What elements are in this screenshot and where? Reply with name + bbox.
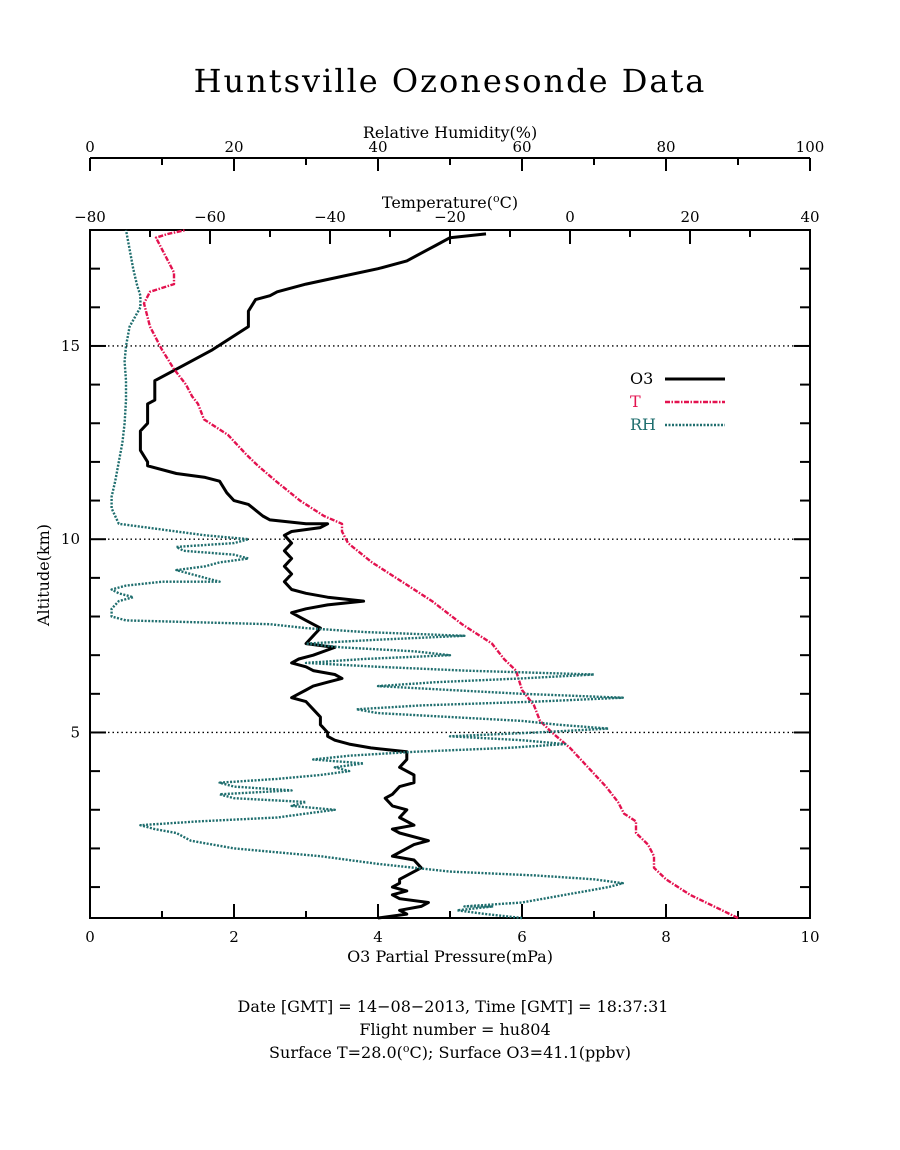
ozone-tick-label: 0 (85, 928, 95, 946)
footer-date-time: Date [GMT] = 14−08−2013, Time [GMT] = 18… (238, 997, 669, 1016)
footer-surface-values: Surface T=28.0(oC); Surface O3=41.1(ppbv… (269, 1042, 631, 1063)
temperature-tick-label: 0 (565, 208, 575, 226)
plot-frame (89, 229, 811, 919)
humidity-tick-label: 60 (512, 138, 531, 156)
plot-area: 0 2 4 6 8 10 5 10 15 (61, 228, 820, 946)
humidity-axis-title: Relative Humidity(%) (363, 123, 537, 142)
temperature-axis-title-suffix: C) (500, 193, 518, 212)
humidity-tick-label: 0 (85, 138, 95, 156)
temperature-tick-label: 40 (800, 208, 819, 226)
temperature-tick-label: 20 (680, 208, 699, 226)
ozone-tick-label: 8 (661, 928, 671, 946)
ozone-tick-label: 10 (800, 928, 819, 946)
footer-surface-suffix: C); Surface O3=41.1(ppbv) (410, 1043, 631, 1062)
ozone-tick-label: 4 (373, 928, 383, 946)
footer-flight-number: Flight number = hu804 (359, 1020, 550, 1039)
footer-surface-sup: o (403, 1042, 410, 1055)
legend-label-o3: O3 (630, 369, 653, 388)
humidity-tick-label: 80 (656, 138, 675, 156)
humidity-tick-label: 100 (796, 138, 825, 156)
temperature-tick-label: −80 (74, 208, 106, 226)
temperature-tick-label: −40 (314, 208, 346, 226)
temperature-axis-title-sup: o (493, 192, 500, 205)
legend-label-t: T (630, 392, 641, 411)
ozone-tick-label: 2 (229, 928, 239, 946)
legend: O3 T RH (630, 369, 725, 434)
ozone-axis-title: O3 Partial Pressure(mPa) (347, 947, 553, 966)
temperature-tick-label: −20 (434, 208, 466, 226)
temperature-axis-title-prefix: Temperature( (382, 193, 493, 212)
series-line-rh (110, 229, 624, 920)
altitude-tick-label: 15 (61, 337, 80, 355)
footer-surface-prefix: Surface T=28.0( (269, 1043, 403, 1062)
series-line-o3 (138, 232, 487, 920)
altitude-tick-label: 5 (70, 723, 80, 741)
temperature-tick-label: −60 (194, 208, 226, 226)
altitude-tick-label: 10 (61, 530, 80, 548)
humidity-tick-label: 40 (368, 138, 387, 156)
ozone-tick-label: 6 (517, 928, 527, 946)
altitude-axis-title: Altitude(km) (34, 524, 53, 627)
humidity-tick-label: 20 (224, 138, 243, 156)
humidity-axis: 0 20 40 60 80 100 (85, 138, 824, 171)
legend-label-rh: RH (630, 415, 656, 434)
series-line-t (142, 228, 739, 920)
chart-title: Huntsville Ozonesonde Data (194, 62, 707, 100)
temperature-axis: −80 −60 −40 −20 0 20 40 (74, 208, 819, 226)
temperature-axis-title: Temperature(oC) (382, 192, 518, 213)
